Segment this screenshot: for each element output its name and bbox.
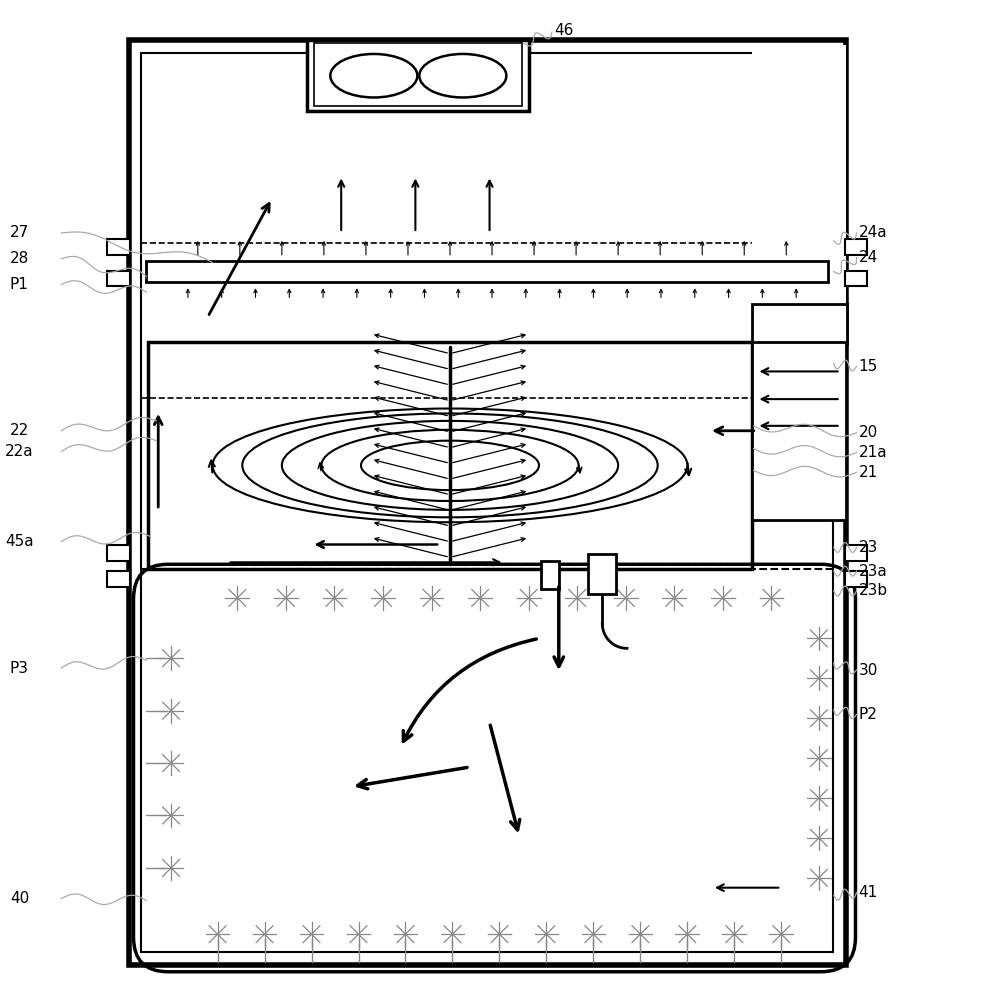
Bar [588, 554, 616, 594]
Text: 30: 30 [858, 663, 878, 678]
Text: 45a: 45a [5, 534, 34, 549]
Text: 27: 27 [10, 225, 29, 240]
Bar [845, 239, 867, 255]
Text: P3: P3 [10, 661, 29, 676]
Text: P1: P1 [10, 277, 29, 292]
Text: 23b: 23b [858, 583, 887, 598]
Bar [107, 545, 130, 561]
Text: 46: 46 [554, 23, 574, 38]
Text: 41: 41 [858, 885, 877, 900]
Text: 20: 20 [858, 425, 877, 440]
Text: 40: 40 [10, 891, 29, 906]
Bar [752, 45, 846, 347]
Text: 21: 21 [858, 465, 877, 480]
Bar [107, 271, 130, 286]
Bar [752, 304, 847, 344]
Bar [845, 545, 867, 561]
Bar [307, 40, 529, 111]
Bar [845, 571, 867, 587]
Bar [129, 40, 846, 965]
Text: 21a: 21a [858, 445, 887, 460]
Text: 23: 23 [858, 540, 878, 555]
Text: 22: 22 [10, 423, 29, 438]
Text: 24: 24 [858, 250, 877, 265]
Bar [845, 271, 867, 286]
Text: 23a: 23a [858, 564, 887, 579]
Bar [314, 43, 522, 106]
Bar [107, 571, 130, 587]
Bar [752, 342, 846, 520]
Text: 24a: 24a [858, 225, 887, 240]
Bar [146, 261, 828, 282]
Text: 15: 15 [858, 359, 877, 374]
Text: 22a: 22a [5, 444, 34, 459]
Bar [107, 239, 130, 255]
Bar [141, 53, 833, 952]
Text: P2: P2 [858, 707, 877, 722]
Bar [148, 342, 752, 569]
Text: 28: 28 [10, 251, 29, 266]
Bar [541, 561, 559, 589]
